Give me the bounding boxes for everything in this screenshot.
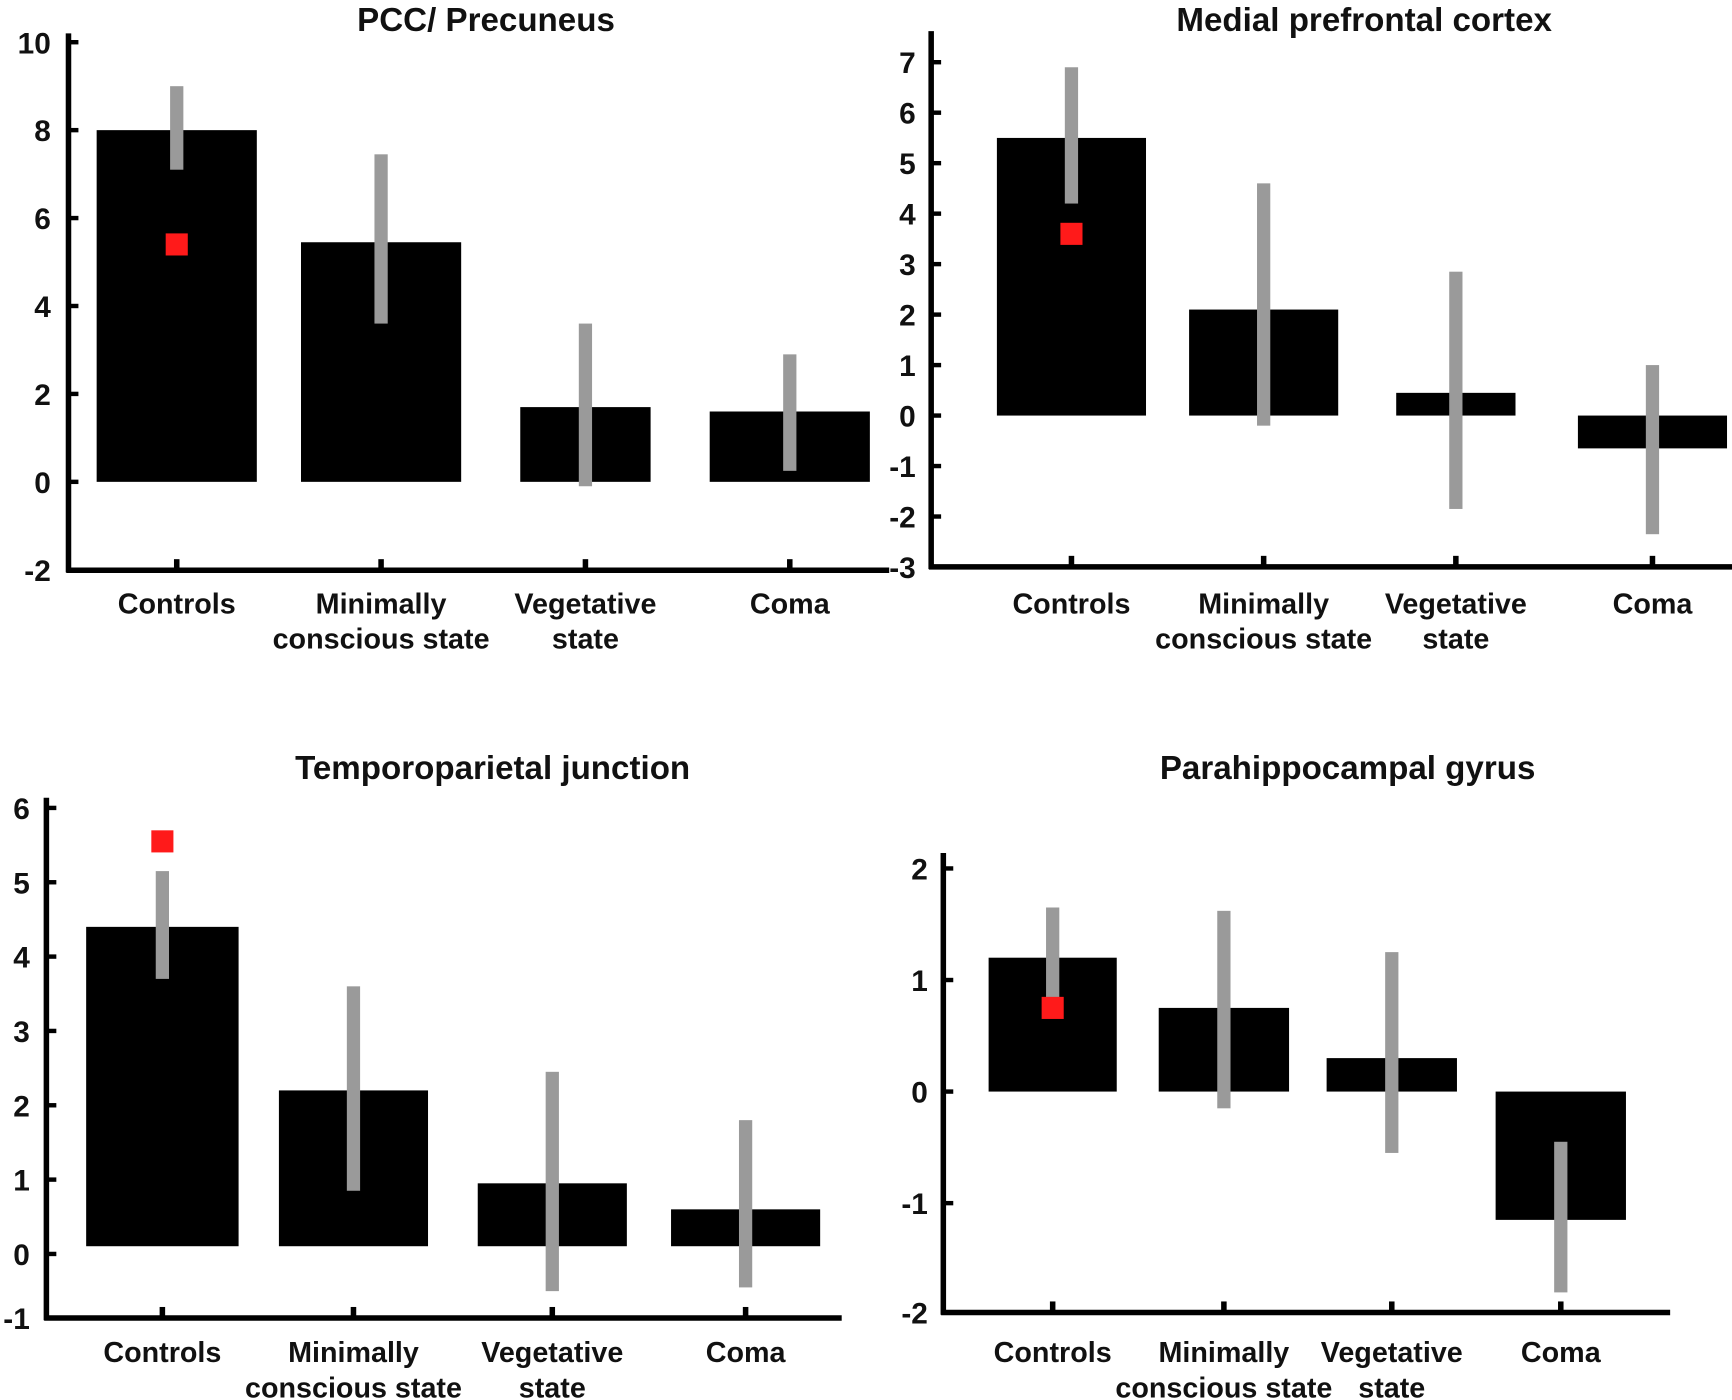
panel2-x-tick-label: Coma <box>1613 588 1694 620</box>
panel3-error-bar-3 <box>545 1071 559 1292</box>
panel4-x-tick-label: Coma <box>1521 1337 1602 1369</box>
panel1-x-tick-label: Coma <box>750 588 831 620</box>
panel2-error-bar-4 <box>1645 365 1660 535</box>
panel3-error-bar-1 <box>155 871 170 979</box>
panel1-y-tick-label: 6 <box>34 203 51 236</box>
panel2-y-tick-label: 3 <box>899 249 916 282</box>
panel3-y-tick-label: 3 <box>13 1016 30 1049</box>
panel3-y-tick-label: -1 <box>3 1303 30 1336</box>
panel2-x-tick-label: Vegetative <box>1385 588 1527 620</box>
panel4-x-tick-label: conscious state <box>1115 1373 1332 1400</box>
panel2-y-tick-label: 0 <box>899 401 916 434</box>
panel2-y-tick-label: -1 <box>889 451 916 484</box>
panel4-error-bar-1 <box>1046 907 1060 1008</box>
panel4-title: Parahippocampal gyrus <box>1160 750 1536 787</box>
panel3-x-tick-label: Vegetative <box>481 1337 623 1369</box>
panel4-error-bar-3 <box>1385 952 1399 1153</box>
panel3-x-tick-label: state <box>519 1373 586 1400</box>
panel1-error-bar-4 <box>783 354 797 471</box>
panel1-y-tick-label: 10 <box>18 27 51 60</box>
panel1-title: PCC/ Precuneus <box>357 2 615 39</box>
panel1-y-tick-label: 2 <box>34 379 51 412</box>
panel4-x-tick-label: Vegetative <box>1321 1337 1463 1369</box>
panel2-y-tick-label: 1 <box>899 350 916 383</box>
panel4-y-tick-label: 0 <box>911 1077 928 1110</box>
panel1-error-bar-2 <box>374 154 388 324</box>
panel3-y-tick-label: 1 <box>13 1165 30 1198</box>
panel1-y-tick-label: -2 <box>24 555 51 588</box>
panel3-y-tick-label: 2 <box>13 1090 30 1123</box>
panel2-y-tick-label: 7 <box>899 47 916 80</box>
panel2-y-tick-label: 6 <box>899 98 916 131</box>
panel2-y-tick-label: -2 <box>889 502 916 535</box>
panel2-error-bar-3 <box>1449 271 1463 509</box>
panel2-x-tick-label: conscious state <box>1155 624 1372 656</box>
panel1-x-tick-label: Controls <box>118 588 236 620</box>
panel3-error-bar-2 <box>346 986 361 1191</box>
panel2-x-tick-label: Controls <box>1012 588 1130 620</box>
panel3-title: Temporoparietal junction <box>295 750 690 787</box>
panel3-y-tick-label: 6 <box>13 793 30 826</box>
panel3-error-bar-4 <box>738 1120 753 1288</box>
panel1-y-tick-label: 0 <box>34 467 51 500</box>
panel1-bar-1 <box>96 130 257 482</box>
panel2-red-marker <box>1060 222 1083 245</box>
panel1-y-tick-label: 8 <box>34 115 51 148</box>
panel1-x-tick-label: state <box>552 624 619 656</box>
panel3-y-tick-label: 0 <box>13 1239 30 1272</box>
panel2-y-tick-label: 5 <box>899 148 916 181</box>
panel2-error-bar-2 <box>1257 183 1271 426</box>
panel3-x-tick-label: conscious state <box>245 1373 462 1400</box>
panel2-title: Medial prefrontal cortex <box>1176 2 1552 39</box>
panel1-error-bar-3 <box>578 323 593 487</box>
panel2-y-tick-label: 4 <box>899 199 916 232</box>
panel3-y-tick-label: 4 <box>13 942 30 975</box>
panel2-y-tick-label: 2 <box>899 300 916 333</box>
panel4-y-tick-label: -2 <box>901 1298 928 1331</box>
panel2-x-tick-label: state <box>1422 624 1489 656</box>
panel1-x-tick-label: conscious state <box>273 624 490 656</box>
panel2-y-tick-label: -3 <box>889 552 916 585</box>
panel4-red-marker <box>1041 996 1064 1019</box>
panel4-x-tick-label: Minimally <box>1158 1337 1289 1369</box>
panel3-red-marker <box>151 830 174 853</box>
panel4-x-tick-label: state <box>1358 1373 1425 1400</box>
panel1-red-marker <box>165 233 188 256</box>
panel4-error-bar-2 <box>1217 910 1231 1109</box>
panel4-y-tick-label: -1 <box>901 1188 928 1221</box>
panel3-x-tick-label: Controls <box>103 1337 221 1369</box>
panel2-x-tick-label: Minimally <box>1198 588 1329 620</box>
panel3-x-tick-label: Minimally <box>288 1337 419 1369</box>
panel1-y-tick-label: 4 <box>34 291 51 324</box>
panel4-y-tick-label: 2 <box>911 853 928 886</box>
panel3-y-tick-label: 5 <box>13 867 30 900</box>
panel4-error-bar-4 <box>1554 1141 1568 1293</box>
panel1-x-tick-label: Vegetative <box>514 588 656 620</box>
panel3-x-tick-label: Coma <box>706 1337 787 1369</box>
panel2-error-bar-1 <box>1064 67 1079 204</box>
panel1-x-tick-label: Minimally <box>316 588 447 620</box>
panel4-x-tick-label: Controls <box>994 1337 1112 1369</box>
panel4-y-tick-label: 1 <box>911 965 928 998</box>
panel1-error-bar-1 <box>170 86 184 170</box>
panel3-bar-1 <box>86 926 239 1247</box>
